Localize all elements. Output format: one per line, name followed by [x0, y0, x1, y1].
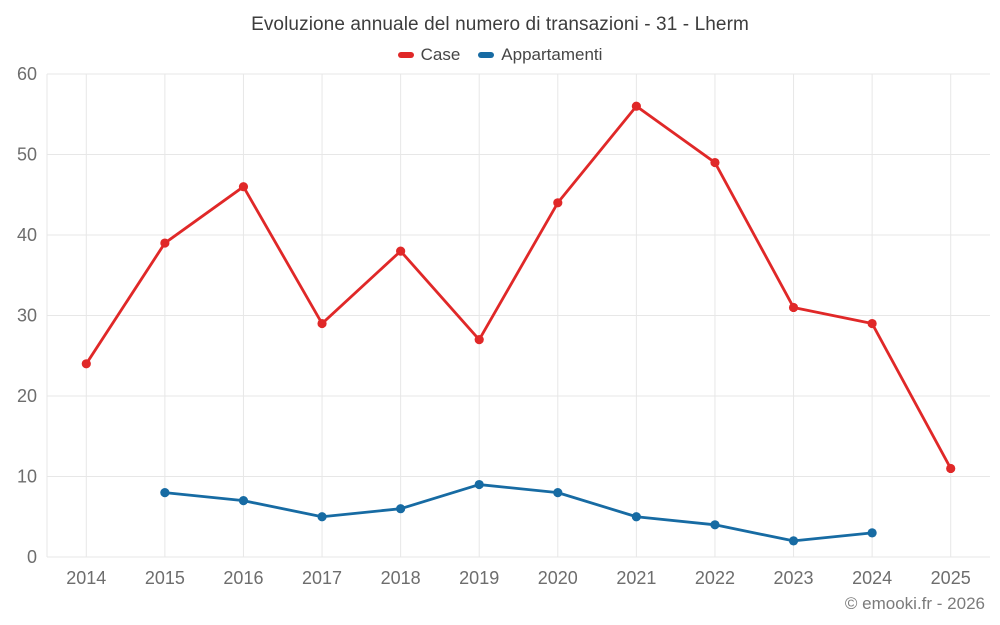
- data-point-appartamenti: [710, 520, 720, 530]
- data-point-appartamenti: [160, 488, 170, 498]
- series-line-appartamenti: [163, 483, 874, 543]
- y-tick-label: 40: [17, 225, 37, 245]
- x-tick-label: 2023: [774, 568, 814, 588]
- legend-item-appartamenti[interactable]: Appartamenti: [478, 45, 602, 65]
- data-point-appartamenti: [474, 479, 484, 490]
- data-point-case: [710, 157, 720, 168]
- data-point-appartamenti: [553, 488, 563, 498]
- x-tick-label: 2019: [459, 568, 499, 588]
- chart-title: Evoluzione annuale del numero di transaz…: [251, 14, 749, 35]
- data-point-case: [553, 198, 563, 208]
- y-tick-label: 60: [17, 64, 37, 84]
- data-point-case: [631, 101, 641, 111]
- x-tick-label: 2014: [66, 568, 106, 588]
- data-point-case: [474, 335, 484, 345]
- x-tick-label: 2020: [538, 568, 578, 588]
- data-point-case: [396, 246, 406, 256]
- data-point-appartamenti: [317, 512, 327, 522]
- data-point-appartamenti: [788, 536, 799, 546]
- data-point-appartamenti: [867, 528, 877, 538]
- data-point-case: [867, 318, 877, 329]
- y-tick-label: 10: [17, 467, 37, 487]
- legend-label: Case: [420, 45, 461, 64]
- footer-credit: © emooki.fr - 2026: [844, 594, 985, 613]
- x-tick-label: 2021: [616, 568, 656, 588]
- x-tick-label: 2017: [302, 568, 342, 588]
- series-line-case: [84, 104, 953, 470]
- legend-swatch-icon: [478, 52, 495, 58]
- data-point-case: [317, 318, 327, 329]
- data-point-case: [238, 182, 249, 192]
- data-point-case: [788, 302, 799, 313]
- x-tick-label: 2015: [145, 568, 185, 588]
- chart-legend: Case Appartamenti: [0, 45, 1000, 65]
- y-tick-label: 30: [17, 306, 37, 326]
- x-tick-label: 2025: [931, 568, 971, 588]
- y-tick-label: 0: [27, 547, 37, 567]
- x-tick-label: 2018: [381, 568, 421, 588]
- x-tick-label: 2016: [223, 568, 263, 588]
- x-tick-label: 2024: [852, 568, 892, 588]
- y-tick-label: 20: [17, 386, 37, 406]
- x-tick-label: 2022: [695, 568, 735, 588]
- data-point-appartamenti: [396, 504, 406, 514]
- data-point-appartamenti: [631, 512, 641, 522]
- legend-label: Appartamenti: [501, 45, 603, 64]
- data-point-appartamenti: [238, 496, 249, 506]
- data-point-case: [160, 238, 170, 248]
- data-point-case: [81, 359, 91, 369]
- legend-swatch-icon: [397, 52, 414, 58]
- data-point-case: [946, 463, 956, 474]
- y-tick-label: 50: [17, 145, 37, 165]
- legend-item-case[interactable]: Case: [397, 45, 461, 65]
